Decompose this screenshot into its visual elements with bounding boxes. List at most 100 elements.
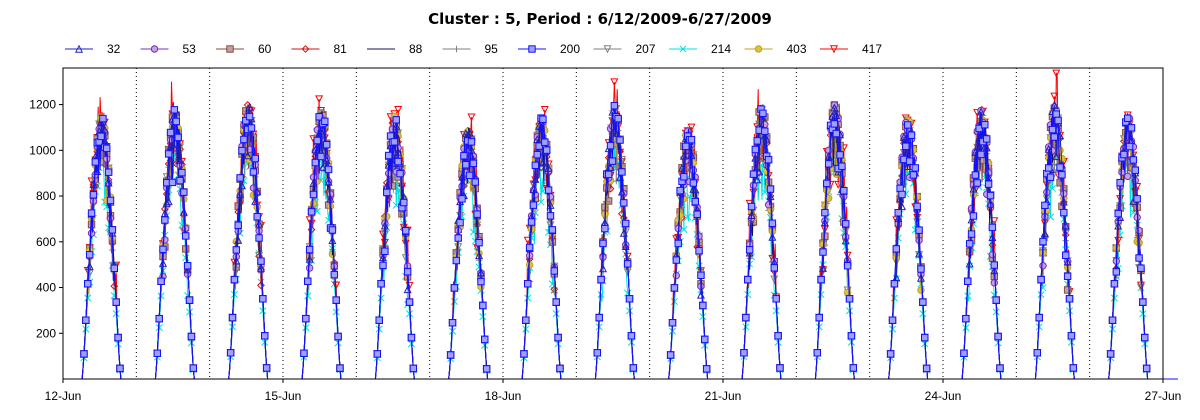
data-point [1044,164,1053,172]
data-point [1137,264,1145,272]
data-point [116,364,124,373]
data-point [527,218,536,226]
data-point [616,136,624,144]
data-point [699,312,707,321]
data-point [551,289,558,296]
data-point [1063,286,1072,294]
data-point [1139,310,1147,318]
data-point [766,192,775,201]
legend-label: 207 [636,42,656,56]
data-point [89,180,98,189]
data-point [1120,150,1128,159]
data-point [623,260,632,268]
data-point [99,114,107,123]
data-point [973,179,981,187]
data-point [259,295,267,303]
data-point [249,168,258,176]
data-point [317,126,326,135]
data-point [766,185,775,193]
legend-marker [528,45,536,53]
data-point [242,116,250,125]
data-point [606,141,615,150]
data-point [621,241,630,250]
data-point [460,152,468,160]
data-point [695,232,703,240]
data-point [450,284,459,292]
data-point [1065,307,1074,315]
data-point [462,161,470,169]
plot-frame [62,67,1164,380]
data-point [467,138,476,146]
data-point [535,142,543,150]
data-point [1110,294,1118,302]
data-point [916,273,925,282]
y-tick-label: 1200 [29,98,56,112]
data-point [85,251,94,259]
data-point [845,307,854,315]
data-point [550,267,558,275]
data-point [840,187,848,195]
data-point [253,213,261,221]
data-point [1135,226,1143,235]
data-point [454,234,462,242]
data-point [390,138,399,146]
legend-item-95: 95 [442,42,498,56]
data-point [1069,364,1078,372]
data-point [977,150,985,159]
data-point [1141,333,1149,342]
data-point [753,175,762,184]
data-point [965,240,974,248]
data-point [1112,268,1121,276]
data-point [764,155,773,164]
data-point [917,286,925,294]
data-point [1139,298,1147,306]
data-point [888,316,897,324]
data-point [155,314,163,323]
data-point [593,349,601,357]
data-point [540,106,549,115]
data-point [1047,213,1055,221]
data-point [323,140,331,149]
data-point [375,316,383,324]
data-point [815,313,823,322]
data-point [170,106,179,114]
data-point [110,264,118,273]
data-point [903,121,912,129]
data-point [971,171,980,179]
data-point [1116,178,1124,187]
data-point [313,136,321,145]
data-point [1056,163,1064,171]
data-point [180,188,188,196]
legend-marker [453,45,460,53]
data-point [819,248,827,256]
data-point [625,295,634,303]
data-point [259,307,267,315]
data-point [1044,144,1053,153]
data-point [753,137,761,145]
legend-marker [301,45,310,53]
data-point [407,333,416,342]
data-point [457,172,467,181]
data-point [898,190,906,199]
legend-item-81: 81 [291,42,347,56]
data-point [548,226,557,234]
data-point [749,170,758,178]
data-point [396,169,404,178]
data-point [1046,173,1055,181]
data-point [1052,69,1061,78]
data-point [1039,262,1047,270]
data-point [919,298,927,306]
data-point [257,281,265,290]
data-point [841,236,850,245]
data-point [701,335,709,344]
data-point [913,202,921,211]
legend-label: 200 [560,42,580,56]
x-tick-label: 12-Jun [45,389,82,403]
data-point [990,217,999,226]
data-point [836,151,844,159]
legend-label: 403 [787,42,807,56]
data-point [236,174,244,182]
data-point [1062,251,1070,259]
data-point [897,202,907,211]
data-point [682,142,690,151]
